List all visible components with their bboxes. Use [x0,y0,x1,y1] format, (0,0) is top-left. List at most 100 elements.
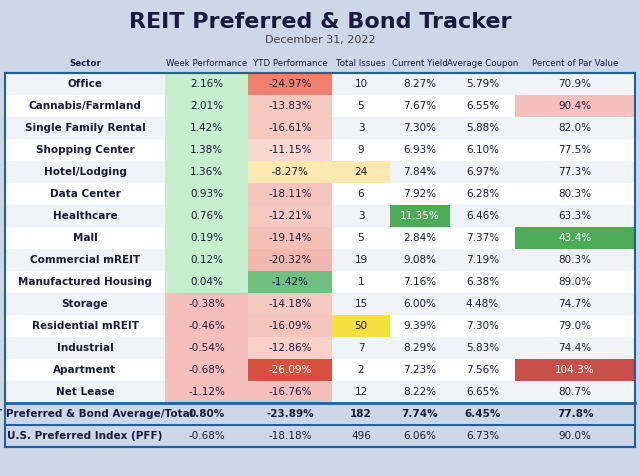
Text: -16.09%: -16.09% [268,321,312,331]
Text: -19.14%: -19.14% [268,233,312,243]
Text: 1.36%: 1.36% [190,167,223,177]
Text: -0.68%: -0.68% [188,365,225,375]
Bar [248,183,332,205]
Text: 6.55%: 6.55% [466,101,499,111]
Text: Data Center: Data Center [49,189,120,199]
Bar [165,73,248,95]
Text: 77.3%: 77.3% [559,167,591,177]
Text: 5.88%: 5.88% [466,123,499,133]
Bar [248,293,332,315]
Text: -18.11%: -18.11% [268,189,312,199]
Text: 7.56%: 7.56% [466,365,499,375]
Text: 7.92%: 7.92% [403,189,436,199]
Text: -11.15%: -11.15% [268,145,312,155]
Text: -0.38%: -0.38% [188,299,225,309]
Text: -12.86%: -12.86% [268,343,312,353]
Bar [5,205,635,227]
Bar [5,381,635,403]
Text: 79.0%: 79.0% [559,321,591,331]
Bar [5,73,635,95]
Text: 496: 496 [351,431,371,441]
Bar [165,337,248,359]
Text: 50: 50 [355,321,367,331]
Text: -14.18%: -14.18% [268,299,312,309]
Text: -0.46%: -0.46% [188,321,225,331]
Text: 6.45%: 6.45% [464,409,500,419]
Text: 7.19%: 7.19% [466,255,499,265]
Text: 82.0%: 82.0% [559,123,591,133]
Text: 2: 2 [358,365,364,375]
Text: 7.23%: 7.23% [403,365,436,375]
Bar [248,227,332,249]
Text: 5: 5 [358,233,364,243]
Text: 0.04%: 0.04% [190,277,223,287]
Text: -23.89%: -23.89% [266,409,314,419]
Bar [165,293,248,315]
Text: Manufactured Housing: Manufactured Housing [18,277,152,287]
Text: Single Family Rental: Single Family Rental [24,123,145,133]
Text: 5.79%: 5.79% [466,79,499,89]
Bar [165,161,248,183]
Bar [165,95,248,117]
Bar [5,425,635,447]
Text: Average Coupon: Average Coupon [447,59,518,68]
Text: 0.76%: 0.76% [190,211,223,221]
Text: Current Yield: Current Yield [392,59,448,68]
Text: December 31, 2022: December 31, 2022 [265,35,375,45]
Text: 0.12%: 0.12% [190,255,223,265]
Text: 8.29%: 8.29% [403,343,436,353]
Text: 7.30%: 7.30% [466,321,499,331]
Text: 89.0%: 89.0% [559,277,591,287]
Bar [248,117,332,139]
Bar [165,315,248,337]
Bar [5,117,635,139]
Text: -13.83%: -13.83% [268,101,312,111]
Text: Healthcare: Healthcare [52,211,117,221]
Bar [248,359,332,381]
Text: 70.9%: 70.9% [559,79,591,89]
Text: 6.93%: 6.93% [403,145,436,155]
Bar [165,359,248,381]
Text: 80.7%: 80.7% [559,387,591,397]
Text: Residential mREIT: Residential mREIT [31,321,138,331]
Text: 77.8%: 77.8% [557,409,593,419]
Text: 6.06%: 6.06% [403,431,436,441]
Text: 15: 15 [355,299,367,309]
Text: -0.54%: -0.54% [188,343,225,353]
Bar [390,205,450,227]
Bar [515,95,635,117]
Text: U.S. Preferred Index (PFF): U.S. Preferred Index (PFF) [7,431,163,441]
Bar [5,73,635,447]
Text: Commercial mREIT: Commercial mREIT [30,255,140,265]
Text: Net Lease: Net Lease [56,387,115,397]
Text: 6.10%: 6.10% [466,145,499,155]
Text: 4.48%: 4.48% [466,299,499,309]
Bar [165,227,248,249]
Text: 7.16%: 7.16% [403,277,436,287]
Text: 90.0%: 90.0% [559,431,591,441]
Text: -12.21%: -12.21% [268,211,312,221]
Text: 6.38%: 6.38% [466,277,499,287]
Text: 63.3%: 63.3% [559,211,591,221]
Text: 77.5%: 77.5% [559,145,591,155]
Bar [5,337,635,359]
Text: 182: 182 [350,409,372,419]
Text: -16.61%: -16.61% [268,123,312,133]
Bar [5,183,635,205]
Bar [248,161,332,183]
Text: 90.4%: 90.4% [559,101,591,111]
Bar [165,117,248,139]
Text: Shopping Center: Shopping Center [36,145,134,155]
Bar [5,53,635,73]
Bar [332,161,390,183]
Bar [248,249,332,271]
Bar [5,139,635,161]
Text: Percent of Par Value: Percent of Par Value [532,59,618,68]
Text: 7: 7 [358,343,364,353]
Text: 5: 5 [358,101,364,111]
Bar [5,403,635,425]
Text: 0.80%: 0.80% [188,409,225,419]
Text: 74.7%: 74.7% [559,299,591,309]
Text: Mall: Mall [72,233,97,243]
Bar [165,249,248,271]
